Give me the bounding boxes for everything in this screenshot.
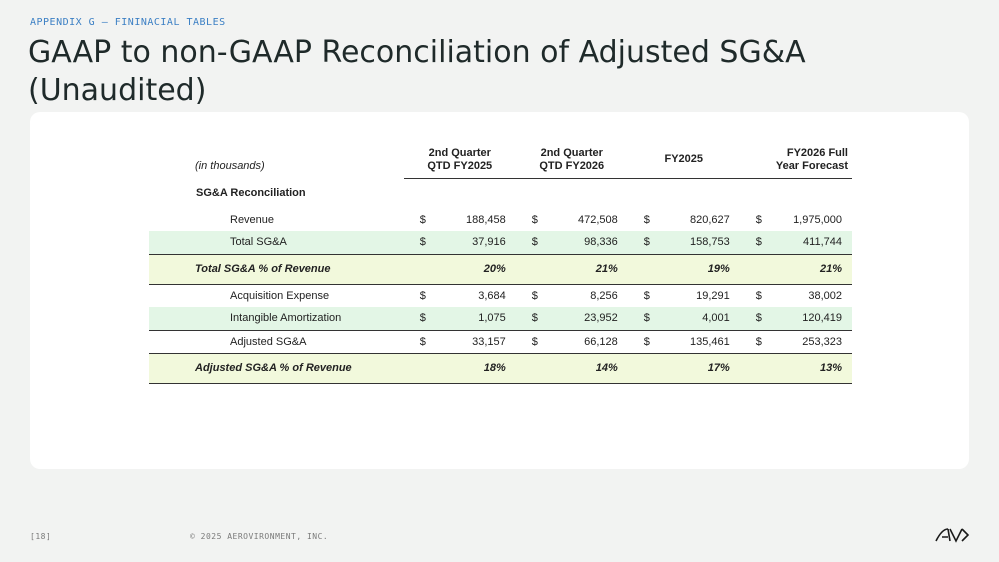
row-label: Adjusted SG&A: [230, 335, 307, 348]
currency-symbol: $: [419, 213, 426, 226]
table-row: Intangible Amortization $1,075 $23,952 $4,0…: [149, 307, 852, 330]
row-label: Acquisition Expense: [230, 289, 330, 302]
column-header-line2: 2nd Quarter QTD FY2026: [539, 146, 605, 172]
units-label: (in thousands): [195, 160, 265, 172]
column-header: FY2025: [627, 142, 740, 179]
av-logo-icon: [935, 528, 970, 543]
cell-value: 3,684: [478, 289, 506, 302]
column-header-line1: 2nd Quarter QTD FY2025: [427, 146, 493, 172]
currency-symbol: $: [515, 231, 538, 254]
currency-symbol: [403, 352, 426, 384]
cell-value: 135,461: [689, 335, 730, 348]
eyebrow-label: APPENDIX G – FININACIAL TABLES: [30, 17, 226, 28]
cell-value: 21%: [537, 253, 628, 285]
cell-value: 37,916: [425, 231, 516, 254]
page-number: [18]: [30, 532, 52, 541]
section-label: SG&A Reconciliation: [196, 187, 306, 200]
cell-value: 472,508: [578, 213, 618, 226]
table-row: Adjusted SG&A $33,157 $66,128 $135,461 $253,…: [149, 330, 852, 353]
cell-value: 158,753: [649, 231, 740, 254]
cell-value: 411,744: [761, 231, 852, 254]
cell-value: 18%: [425, 352, 516, 384]
cell-value: 13%: [761, 352, 852, 384]
cell-value: 20%: [425, 253, 516, 285]
currency-symbol: $: [755, 289, 762, 302]
reconciliation-table: (in thousands) 2nd Quarter QTD FY2025 2n…: [149, 142, 852, 384]
copyright: © 2025 AEROVIRONMENT, INC.: [190, 532, 329, 541]
currency-symbol: [739, 352, 762, 384]
table-row: Revenue $188,458 $472,508 $820,627 $1,975,00…: [149, 208, 852, 231]
cell-value: 4,001: [649, 307, 740, 330]
cell-value: 19%: [649, 253, 740, 285]
page-title: GAAP to non-GAAP Reconciliation of Adjus…: [28, 35, 806, 108]
currency-symbol: $: [403, 307, 426, 330]
currency-symbol: [627, 352, 650, 384]
cell-value: 8,256: [590, 289, 618, 302]
currency-symbol: $: [531, 289, 538, 302]
currency-symbol: $: [419, 289, 426, 302]
currency-symbol: $: [739, 231, 762, 254]
cell-value: 33,157: [472, 335, 506, 348]
cell-value: 820,627: [689, 213, 730, 226]
table-row: Adjusted SG&A % of Revenue 18% 14% 17% 13%: [149, 352, 852, 384]
cell-value: 14%: [537, 352, 628, 384]
column-header-line3: FY2025: [664, 153, 704, 166]
row-label: Adjusted SG&A % of Revenue: [149, 352, 404, 384]
table-row: Acquisition Expense $3,684 $8,256 $19,291 $3…: [149, 284, 852, 307]
table-card: (in thousands) 2nd Quarter QTD FY2025 2n…: [30, 112, 969, 469]
currency-symbol: [627, 253, 650, 285]
currency-symbol: $: [643, 335, 650, 348]
currency-symbol: $: [755, 213, 762, 226]
currency-symbol: $: [739, 307, 762, 330]
cell-value: 98,336: [537, 231, 628, 254]
cell-value: 66,128: [584, 335, 618, 348]
cell-value: 17%: [649, 352, 740, 384]
currency-symbol: $: [627, 231, 650, 254]
currency-symbol: [515, 352, 538, 384]
cell-value: 1,975,000: [793, 213, 842, 226]
cell-value: 38,002: [808, 289, 842, 302]
currency-symbol: [515, 253, 538, 285]
cell-value: 23,952: [537, 307, 628, 330]
row-label: Intangible Amortization: [149, 307, 404, 330]
cell-value: 253,323: [802, 335, 842, 348]
table-row: Total SG&A % of Revenue 20% 21% 19% 21%: [149, 253, 852, 285]
row-label: Revenue: [230, 213, 275, 226]
currency-symbol: $: [755, 335, 762, 348]
currency-symbol: $: [515, 307, 538, 330]
cell-value: 21%: [761, 253, 852, 285]
currency-symbol: $: [419, 335, 426, 348]
cell-value: 1,075: [425, 307, 516, 330]
column-header: FY2026 Full Year Forecast: [739, 142, 852, 179]
currency-symbol: $: [627, 307, 650, 330]
row-label: Total SG&A: [149, 231, 404, 254]
cell-value: 19,291: [696, 289, 730, 302]
currency-symbol: $: [531, 213, 538, 226]
column-header: 2nd Quarter QTD FY2025: [403, 142, 516, 179]
currency-symbol: $: [643, 289, 650, 302]
section-row: SG&A Reconciliation: [149, 178, 852, 208]
currency-symbol: [739, 253, 762, 285]
currency-symbol: $: [531, 335, 538, 348]
column-header-line4: FY2026 Full Year Forecast: [775, 146, 848, 172]
column-header: 2nd Quarter QTD FY2026: [515, 142, 628, 179]
row-label: Total SG&A % of Revenue: [149, 253, 404, 285]
table-header-row: (in thousands) 2nd Quarter QTD FY2025 2n…: [149, 142, 852, 179]
currency-symbol: [403, 253, 426, 285]
cell-value: 120,419: [761, 307, 852, 330]
currency-symbol: $: [643, 213, 650, 226]
cell-value: 188,458: [466, 213, 506, 226]
table-row: Total SG&A $37,916 $98,336 $158,753 $411,744: [149, 231, 852, 254]
currency-symbol: $: [403, 231, 426, 254]
